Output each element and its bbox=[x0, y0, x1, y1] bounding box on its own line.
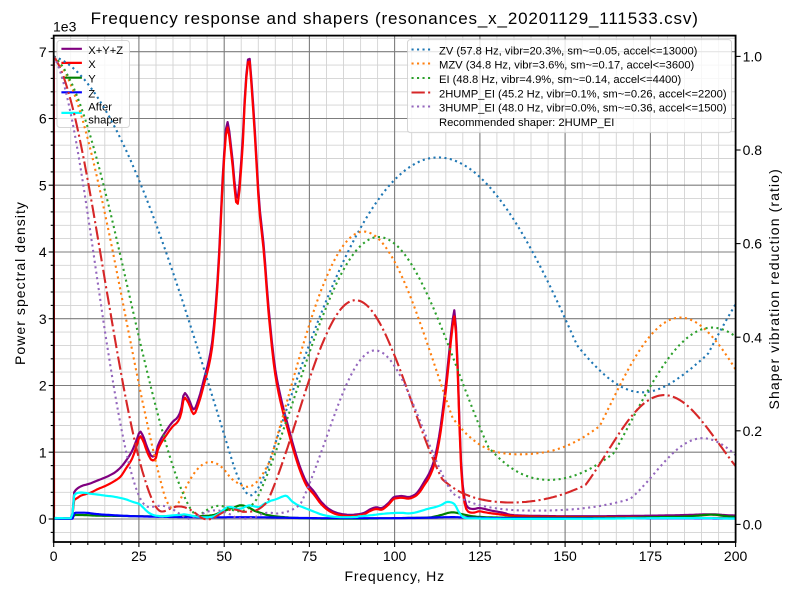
svg-text:175: 175 bbox=[639, 548, 663, 564]
svg-text:75: 75 bbox=[302, 548, 318, 564]
svg-text:0: 0 bbox=[39, 511, 47, 527]
svg-text:7: 7 bbox=[39, 44, 47, 60]
svg-text:0: 0 bbox=[50, 548, 58, 564]
svg-text:Frequency response and shapers: Frequency response and shapers (resonanc… bbox=[91, 9, 699, 28]
svg-text:1e3: 1e3 bbox=[53, 19, 77, 35]
svg-text:1.0: 1.0 bbox=[743, 49, 763, 65]
svg-text:50: 50 bbox=[216, 548, 232, 564]
svg-text:4: 4 bbox=[39, 244, 47, 260]
svg-text:100: 100 bbox=[383, 548, 407, 564]
svg-text:0.2: 0.2 bbox=[743, 423, 763, 439]
svg-text:25: 25 bbox=[131, 548, 147, 564]
svg-text:Shaper vibration reduction (ra: Shaper vibration reduction (ratio) bbox=[766, 168, 782, 409]
svg-text:EI (48.8 Hz, vibr=4.9%, sm~=0.: EI (48.8 Hz, vibr=4.9%, sm~=0.14, accel<… bbox=[439, 74, 681, 86]
svg-text:1: 1 bbox=[39, 444, 47, 460]
svg-text:0.8: 0.8 bbox=[743, 142, 763, 158]
svg-text:0.4: 0.4 bbox=[743, 329, 763, 345]
svg-text:3HUMP_EI (48.0 Hz, vibr=0.0%,: 3HUMP_EI (48.0 Hz, vibr=0.0%, sm~=0.36, … bbox=[439, 103, 727, 115]
svg-text:X: X bbox=[88, 59, 96, 71]
svg-text:2HUMP_EI (45.2 Hz, vibr=0.1%,: 2HUMP_EI (45.2 Hz, vibr=0.1%, sm~=0.26, … bbox=[439, 89, 727, 101]
svg-text:6: 6 bbox=[39, 111, 47, 127]
svg-text:0.6: 0.6 bbox=[743, 236, 763, 252]
svg-text:2: 2 bbox=[39, 378, 47, 394]
svg-text:Power spectral density: Power spectral density bbox=[12, 201, 28, 365]
svg-text:MZV (34.8 Hz, vibr=3.6%, sm~=0: MZV (34.8 Hz, vibr=3.6%, sm~=0.17, accel… bbox=[439, 60, 695, 72]
svg-text:Frequency, Hz: Frequency, Hz bbox=[344, 568, 444, 584]
svg-text:Recommended shaper: 2HUMP_EI: Recommended shaper: 2HUMP_EI bbox=[439, 117, 614, 129]
svg-text:200: 200 bbox=[724, 548, 748, 564]
svg-text:125: 125 bbox=[468, 548, 492, 564]
svg-text:5: 5 bbox=[39, 177, 47, 193]
svg-text:After: After bbox=[88, 102, 112, 114]
svg-text:ZV (57.8 Hz, vibr=20.3%, sm~=0: ZV (57.8 Hz, vibr=20.3%, sm~=0.05, accel… bbox=[439, 46, 698, 58]
svg-text:shaper: shaper bbox=[88, 114, 122, 126]
svg-text:X+Y+Z: X+Y+Z bbox=[88, 45, 123, 57]
svg-text:0.0: 0.0 bbox=[743, 517, 763, 533]
svg-text:150: 150 bbox=[553, 548, 577, 564]
svg-text:Y: Y bbox=[88, 74, 96, 86]
svg-text:Z: Z bbox=[88, 88, 95, 100]
svg-text:3: 3 bbox=[39, 311, 47, 327]
